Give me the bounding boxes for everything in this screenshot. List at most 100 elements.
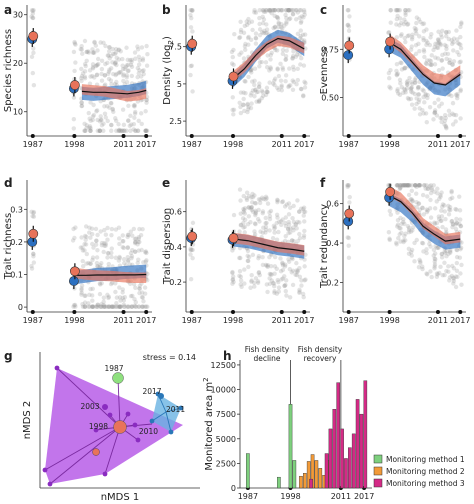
background-point bbox=[124, 63, 130, 68]
background-point bbox=[105, 225, 110, 231]
background-point bbox=[118, 298, 123, 303]
background-point bbox=[275, 277, 280, 283]
x-tick-marker bbox=[121, 310, 126, 314]
background-point bbox=[136, 62, 142, 67]
background-point bbox=[439, 204, 445, 210]
x-tick-marker bbox=[302, 134, 307, 138]
background-point bbox=[279, 199, 285, 205]
bar bbox=[348, 447, 352, 489]
background-point bbox=[457, 60, 462, 65]
background-point bbox=[261, 225, 266, 230]
background-point bbox=[438, 264, 443, 270]
confidence-band bbox=[233, 232, 305, 256]
background-point bbox=[105, 60, 110, 66]
background-point bbox=[438, 194, 443, 199]
centroid-1987 bbox=[112, 372, 124, 384]
background-point bbox=[241, 30, 247, 36]
background-point bbox=[79, 235, 84, 240]
background-point bbox=[190, 220, 196, 226]
background-point bbox=[455, 93, 460, 99]
background-point bbox=[295, 269, 300, 275]
background-point bbox=[101, 299, 106, 305]
trend-line bbox=[232, 238, 305, 252]
background-point bbox=[269, 278, 275, 283]
background-point bbox=[71, 49, 77, 55]
background-point bbox=[144, 97, 149, 103]
background-point bbox=[116, 128, 121, 133]
background-point bbox=[73, 225, 78, 230]
background-point bbox=[99, 304, 104, 309]
background-point bbox=[429, 274, 434, 280]
background-point bbox=[93, 43, 99, 48]
background-point bbox=[439, 58, 444, 63]
background-point bbox=[257, 64, 262, 69]
background-point bbox=[87, 81, 93, 86]
background-point bbox=[30, 8, 36, 14]
background-point bbox=[413, 183, 418, 188]
background-point bbox=[449, 218, 455, 224]
background-point bbox=[446, 212, 452, 217]
background-point bbox=[260, 262, 266, 268]
background-point bbox=[110, 107, 115, 112]
background-point bbox=[402, 65, 408, 70]
background-point bbox=[248, 220, 253, 225]
background-point bbox=[88, 286, 93, 292]
background-point bbox=[118, 128, 124, 133]
background-point bbox=[279, 84, 284, 90]
background-point bbox=[449, 273, 455, 279]
background-point bbox=[297, 15, 302, 20]
background-point bbox=[128, 113, 133, 118]
background-point bbox=[272, 264, 278, 269]
background-point bbox=[90, 298, 95, 303]
background-point bbox=[264, 196, 269, 201]
background-point bbox=[280, 217, 285, 222]
background-point bbox=[230, 107, 235, 113]
background-point bbox=[416, 84, 421, 90]
background-point bbox=[286, 201, 292, 206]
background-point bbox=[439, 251, 445, 257]
background-point bbox=[302, 12, 307, 17]
background-point bbox=[264, 89, 269, 95]
background-point bbox=[412, 259, 417, 264]
background-point bbox=[99, 78, 105, 83]
background-point bbox=[98, 282, 103, 287]
annotation-recovery-line2: recovery bbox=[304, 354, 337, 363]
background-point bbox=[257, 81, 262, 86]
background-point bbox=[421, 35, 426, 41]
y-tick-label: 7500 bbox=[216, 410, 236, 419]
background-point bbox=[105, 237, 110, 242]
background-point bbox=[442, 42, 448, 48]
background-point bbox=[248, 285, 253, 290]
background-point bbox=[137, 226, 142, 232]
background-point bbox=[82, 128, 87, 133]
background-point bbox=[91, 112, 97, 118]
background-point bbox=[433, 251, 438, 256]
background-point bbox=[431, 247, 437, 253]
background-point bbox=[117, 255, 122, 261]
background-point bbox=[451, 112, 457, 118]
background-point bbox=[231, 212, 237, 218]
background-point bbox=[428, 244, 433, 249]
background-point bbox=[82, 241, 87, 247]
background-point bbox=[424, 38, 429, 44]
background-point bbox=[401, 183, 406, 188]
background-point bbox=[428, 59, 434, 64]
background-point bbox=[299, 206, 304, 211]
panel-letter: g bbox=[4, 349, 13, 363]
background-point bbox=[280, 261, 285, 266]
background-point bbox=[241, 56, 247, 61]
background-point bbox=[408, 250, 414, 255]
background-point bbox=[280, 67, 286, 72]
background-point bbox=[268, 52, 273, 58]
background-point bbox=[189, 8, 194, 13]
background-point bbox=[448, 196, 453, 202]
background-point bbox=[253, 31, 259, 36]
background-point bbox=[414, 204, 419, 210]
background-point bbox=[421, 249, 426, 254]
background-point bbox=[267, 271, 273, 277]
background-point bbox=[458, 88, 463, 94]
background-point bbox=[290, 11, 296, 17]
background-point bbox=[121, 78, 126, 84]
background-point bbox=[127, 123, 133, 129]
